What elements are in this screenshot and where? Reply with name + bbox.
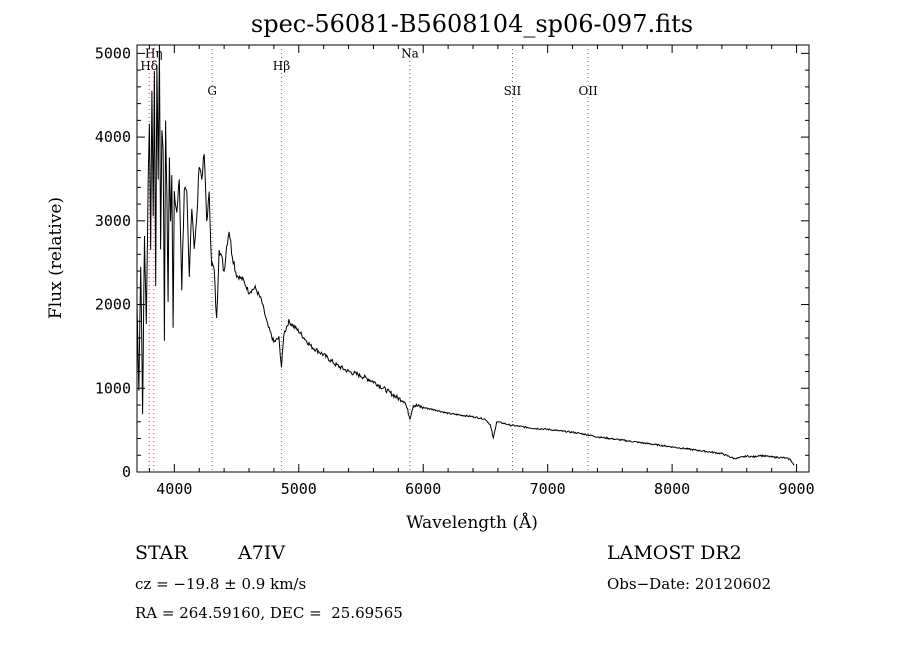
- x-tick-label-5: 9000: [778, 480, 814, 498]
- survey-name: LAMOST DR2: [607, 542, 742, 564]
- x-axis-label: Wavelength (Å): [406, 512, 538, 533]
- line-label-3: Hβ: [273, 59, 290, 73]
- spectrum-line: [136, 44, 795, 466]
- x-tick-label-3: 7000: [530, 480, 566, 498]
- line-label-2: G: [207, 84, 217, 98]
- object-class: STAR: [135, 542, 188, 564]
- line-label-1: Hδ: [140, 59, 158, 73]
- coordinates: RA = 264.59160, DEC = 25.69565: [135, 604, 403, 622]
- line-label-6: OII: [578, 84, 598, 98]
- x-tick-label-4: 8000: [654, 480, 690, 498]
- velocity-readout: cz = −19.8 ± 0.9 km/s: [135, 575, 307, 593]
- y-tick-label-4: 4000: [95, 128, 131, 146]
- y-tick-label-1: 1000: [95, 379, 131, 397]
- chart-title: spec-56081-B5608104_sp06-097.fits: [251, 10, 693, 38]
- y-tick-label-0: 0: [122, 463, 131, 481]
- line-label-4: Na: [401, 47, 419, 61]
- y-tick-label-3: 3000: [95, 212, 131, 230]
- x-tick-label-1: 5000: [281, 480, 317, 498]
- spectral-type: A7IV: [238, 542, 286, 564]
- x-tick-label-2: 6000: [405, 480, 441, 498]
- y-tick-label-2: 2000: [95, 296, 131, 314]
- plot-frame: [136, 44, 810, 473]
- line-label-5: SII: [504, 84, 522, 98]
- obs-date: Obs−Date: 20120602: [607, 575, 772, 593]
- axes: 4000 5000 6000 7000 8000 9000 0 1000 2000 3000 400…: [95, 44, 815, 498]
- y-axis-label: Flux (relative): [46, 197, 66, 319]
- x-tick-label-0: 4000: [156, 480, 192, 498]
- y-tick-label-5: 5000: [95, 44, 131, 62]
